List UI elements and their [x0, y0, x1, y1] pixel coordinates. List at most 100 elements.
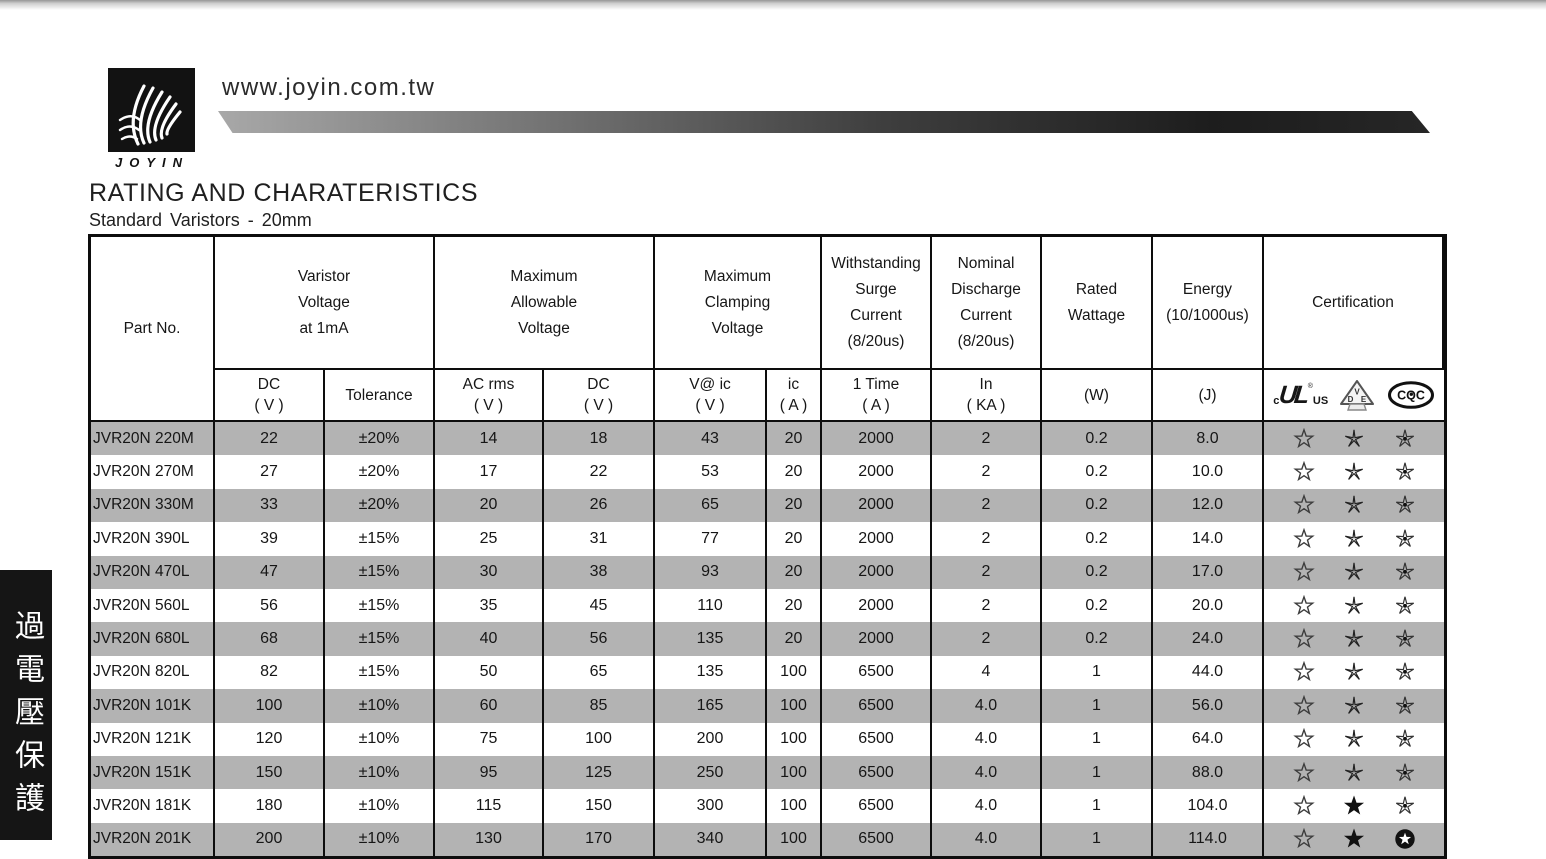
cell-v-at-ic: 300: [655, 789, 767, 823]
page-top-shadow: [0, 0, 1546, 10]
star-dot-icon: [1394, 461, 1416, 483]
subheader-ic-a: ic( A ): [767, 370, 822, 422]
cell-ic-a: 100: [767, 722, 822, 756]
cell-dc-v: 200: [215, 822, 325, 857]
cell-one-time-a: 6500: [822, 822, 932, 857]
cell-v-at-ic: 135: [655, 622, 767, 656]
cell-ic-a: 20: [767, 455, 822, 489]
cULus-mark-icon: c UL ® US: [1273, 380, 1329, 409]
cell-dc-v: 82: [215, 655, 325, 690]
subheader-dc-v-2: DC( V ): [544, 370, 655, 422]
page-title: RATING AND CHARATERISTICS: [89, 179, 479, 207]
cell-in-ka: 2: [932, 522, 1042, 556]
cell-tolerance: ±15%: [325, 622, 435, 656]
cell-part-no: JVR20N 201K: [91, 822, 215, 857]
cell-v-at-ic: 110: [655, 588, 767, 623]
svg-text:V: V: [1355, 387, 1361, 396]
cell-dc-v: 27: [215, 455, 325, 489]
cell-ic-a: 100: [767, 822, 822, 857]
header-group-max-clamping-voltage: Maximum Clamping Voltage: [655, 237, 822, 370]
cell-part-no: JVR20N 470L: [91, 555, 215, 589]
cell-ic-a: 100: [767, 655, 822, 690]
star-thin-icon: [1343, 728, 1365, 750]
cell-one-time-a: 2000: [822, 555, 932, 589]
cell-v-at-ic: 200: [655, 722, 767, 756]
star-outline-icon: [1292, 828, 1315, 850]
star-dot-icon: [1394, 628, 1416, 650]
header-group-nominal-discharge-current: Nominal Discharge Current (8/20us): [932, 237, 1042, 370]
cell-w: 1: [1042, 822, 1153, 857]
subheader-in-ka: In( KA ): [932, 370, 1042, 422]
cell-ac-rms-v: 115: [435, 789, 544, 823]
cell-v-at-ic: 53: [655, 455, 767, 489]
cell-in-ka: 2: [932, 455, 1042, 489]
CQC-mark-icon: CQC: [1387, 380, 1435, 410]
cell-certification: [1264, 622, 1444, 656]
cell-one-time-a: 2000: [822, 455, 932, 489]
cell-dc-v: 47: [215, 555, 325, 589]
cell-v-at-ic: 77: [655, 522, 767, 556]
star-outline-icon: [1292, 527, 1315, 550]
cell-one-time-a: 6500: [822, 689, 932, 723]
joyin-logo-icon: [108, 68, 195, 152]
cell-w: 0.2: [1042, 555, 1153, 589]
cell-j: 88.0: [1153, 755, 1264, 790]
cell-ac-rms-v: 30: [435, 555, 544, 589]
star-outline-icon: [1292, 494, 1315, 516]
cell-dc-v-2: 26: [544, 488, 655, 523]
cell-one-time-a: 2000: [822, 488, 932, 523]
cell-one-time-a: 6500: [822, 755, 932, 790]
cell-v-at-ic: 93: [655, 555, 767, 589]
cell-tolerance: ±10%: [325, 755, 435, 790]
cell-dc-v-2: 45: [544, 588, 655, 623]
cell-ac-rms-v: 75: [435, 722, 544, 756]
subheader-v-at-ic: V@ ic( V ): [655, 370, 767, 422]
star-dot-icon: [1394, 528, 1416, 550]
subheader-one-time-a: 1 Time( A ): [822, 370, 932, 422]
header-group-energy: Energy (10/1000us): [1153, 237, 1264, 370]
cell-in-ka: 2: [932, 488, 1042, 523]
star-circle-icon: [1394, 828, 1416, 850]
cell-ac-rms-v: 40: [435, 622, 544, 656]
cell-dc-v-2: 125: [544, 755, 655, 790]
ratings-table: Part No. Varistor Voltage at 1mA Maximum Allo…: [88, 234, 1447, 859]
star-dot-icon: [1394, 494, 1416, 516]
star-thin-icon: [1343, 762, 1365, 784]
star-outline-icon: [1292, 794, 1315, 817]
star-dot-icon: [1394, 428, 1416, 450]
star-outline-icon: [1292, 594, 1315, 617]
cell-w: 0.2: [1042, 522, 1153, 556]
cell-in-ka: 2: [932, 622, 1042, 656]
cell-j: 24.0: [1153, 622, 1264, 656]
cell-w: 0.2: [1042, 422, 1153, 456]
cell-dc-v-2: 22: [544, 455, 655, 489]
cell-j: 10.0: [1153, 455, 1264, 489]
cell-j: 14.0: [1153, 522, 1264, 556]
cell-ac-rms-v: 14: [435, 422, 544, 456]
cell-j: 104.0: [1153, 789, 1264, 823]
star-thin-icon: [1343, 494, 1365, 516]
cell-v-at-ic: 43: [655, 422, 767, 456]
star-thin-icon: [1343, 695, 1365, 717]
star-dot-icon: [1394, 728, 1416, 750]
star-dot-icon: [1394, 762, 1416, 784]
cell-j: 114.0: [1153, 822, 1264, 857]
subheader-ac-rms-v: AC rms( V ): [435, 370, 544, 422]
cell-certification: [1264, 455, 1444, 488]
cell-in-ka: 2: [932, 422, 1042, 456]
cell-tolerance: ±15%: [325, 555, 435, 589]
cell-j: 64.0: [1153, 722, 1264, 756]
cell-part-no: JVR20N 101K: [91, 689, 215, 723]
star-thin-icon: [1343, 461, 1365, 483]
cell-part-no: JVR20N 560L: [91, 588, 215, 623]
cell-dc-v-2: 38: [544, 555, 655, 589]
cell-one-time-a: 6500: [822, 789, 932, 823]
cell-certification: [1264, 589, 1444, 622]
cell-dc-v: 33: [215, 488, 325, 523]
cell-part-no: JVR20N 151K: [91, 755, 215, 790]
star-outline-icon: [1292, 461, 1315, 483]
cell-in-ka: 4.0: [932, 755, 1042, 790]
header-group-withstanding-surge-current: Withstanding Surge Current (8/20us): [822, 237, 932, 370]
subheader-j: (J): [1153, 370, 1264, 422]
cell-ic-a: 100: [767, 689, 822, 723]
